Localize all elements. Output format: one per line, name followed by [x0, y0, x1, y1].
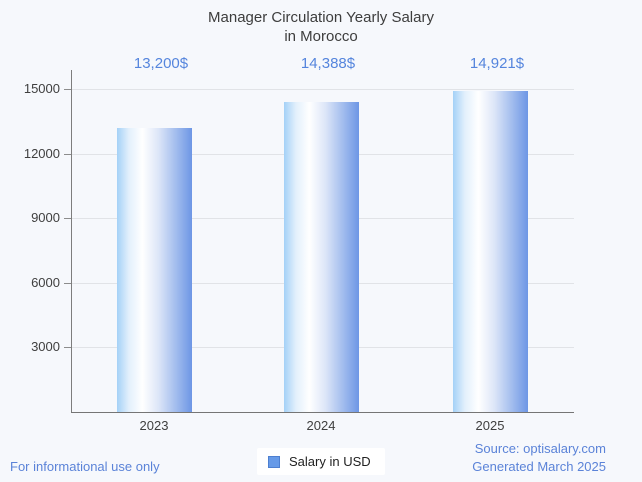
bar-2023[interactable] — [117, 128, 192, 412]
footer-source-line1: Source: optisalary.com — [474, 441, 606, 456]
bar-2024[interactable] — [284, 102, 359, 412]
y-axis — [71, 70, 72, 412]
y-tick-label-3000: 3000 — [31, 339, 60, 354]
page-title-line1: Manager Circulation Yearly Salary — [208, 9, 434, 26]
y-tick-9000 — [64, 218, 71, 219]
y-tick-label-9000: 9000 — [31, 210, 60, 225]
page-title-line2: in Morocco — [284, 28, 358, 45]
x-axis — [71, 412, 574, 413]
x-tick-label-2025: 2025 — [475, 418, 505, 433]
y-tick-label-6000: 6000 — [31, 275, 60, 290]
x-tick-label-2023: 2023 — [139, 418, 169, 433]
footer-source: Source: optisalary.com Generated March 2… — [472, 440, 606, 476]
legend-swatch-icon — [268, 455, 280, 468]
y-tick-6000 — [64, 283, 71, 284]
legend-label: Salary in USD — [289, 454, 371, 469]
page-title: Manager Circulation Yearly Salary in Mor… — [0, 8, 642, 46]
gridline-15000 — [72, 89, 574, 90]
y-tick-12000 — [64, 154, 71, 155]
y-tick-label-12000: 12000 — [23, 146, 60, 161]
bar-value-label-2023: 13,200$ — [133, 55, 189, 72]
bar-value-label-2025: 14,921$ — [469, 55, 525, 72]
x-tick-label-2024: 2024 — [306, 418, 336, 433]
footer-disclaimer: For informational use only — [10, 459, 160, 474]
y-tick-3000 — [64, 347, 71, 348]
bar-value-label-2024: 14,388$ — [300, 55, 356, 72]
bar-2025[interactable] — [453, 91, 528, 412]
y-tick-15000 — [64, 89, 71, 90]
footer-source-line2: Generated March 2025 — [472, 459, 606, 474]
y-tick-label-15000: 15000 — [23, 81, 60, 96]
legend: Salary in USD — [257, 448, 385, 475]
